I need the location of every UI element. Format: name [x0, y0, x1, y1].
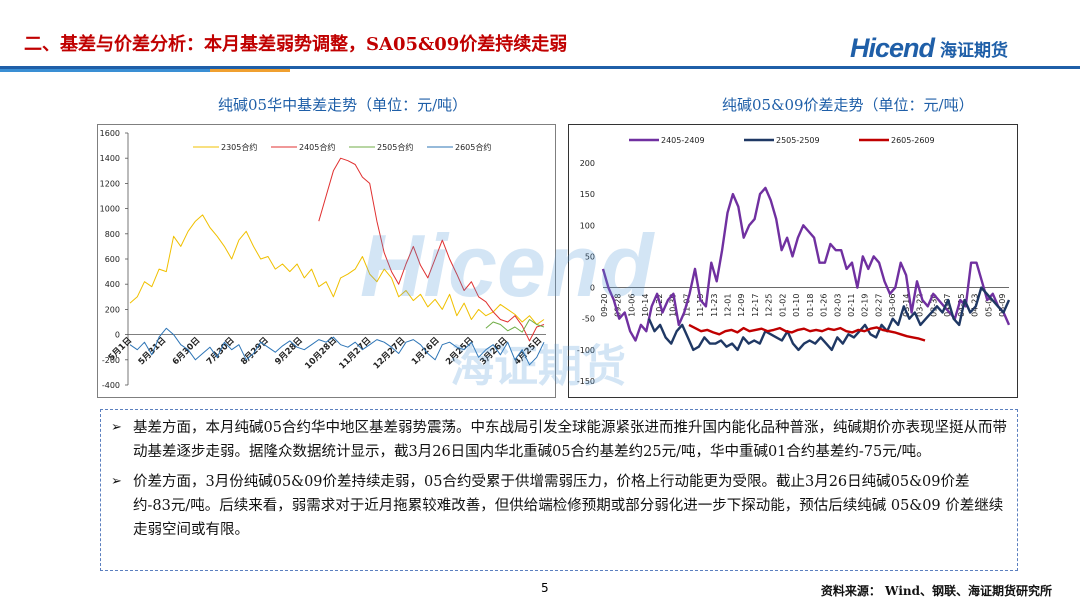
x-tick-label: 5月31日 [137, 336, 169, 368]
left-chart-frame: -400 -200 0 200 400 600 800 1000 1200 1400 1600 5月1… [97, 124, 556, 398]
y-tick-label: -400 [102, 381, 120, 390]
x-tick-label: 03-06 [888, 294, 897, 317]
watermark: Hicend [360, 216, 654, 315]
x-tick-label: 10月28日 [303, 336, 339, 372]
series-line [647, 286, 1011, 352]
legend-label: 2605-2609 [891, 136, 935, 145]
x-tick-label: 12-01 [724, 294, 733, 317]
legend-label: 2405合约 [299, 142, 335, 152]
header-rule-accent-orange [210, 69, 290, 72]
x-tick-label: 10-06 [627, 294, 636, 317]
watermark-cn: 海证期货 [450, 341, 626, 392]
legend-label: 2505-2509 [776, 136, 820, 145]
x-tick-label: 02-11 [847, 294, 856, 317]
y-tick-label: -200 [102, 356, 120, 365]
series-line [129, 327, 545, 366]
x-tick-label: 5月1日 [107, 336, 134, 363]
logo: Hicend 海证期货 [850, 24, 1008, 64]
page-title: 二、基差与价差分析：本月基差弱势调整，SA05&09价差持续走弱 [24, 34, 568, 55]
y-tick-label: 1600 [100, 129, 120, 138]
y-tick-label: 0 [590, 284, 595, 293]
x-tick-label: 01-02 [778, 294, 787, 317]
x-tick-label: 6月30日 [171, 336, 203, 368]
x-tick-label: 11-15 [696, 294, 705, 317]
right-chart-title: 纯碱05&09价差走势（单位：元/吨） [722, 96, 974, 114]
y-tick-label: 150 [580, 190, 595, 199]
basis-paragraph-text: 基差方面，本月纯碱05合约华中地区基差弱势震荡。中东战局引发全球能源紧张进而推升… [133, 420, 1007, 460]
x-tick-label: 11-23 [710, 294, 719, 317]
legend-label: 2405-2409 [661, 136, 705, 145]
x-tick-label: 03-22 [916, 294, 925, 317]
y-tick-label: 1200 [100, 179, 120, 188]
x-tick-label: 02-27 [874, 294, 883, 317]
x-tick-label: 01-10 [792, 294, 801, 317]
y-tick-label: 1400 [100, 154, 120, 163]
x-tick-label: 7月30日 [205, 336, 237, 368]
basis-paragraph: ➢ 基差方面，本月纯碱05合约华中地区基差弱势震荡。中东战局引发全球能源紧张进而… [111, 416, 1007, 464]
x-tick-label: 02-19 [861, 294, 870, 317]
y-tick-label: 100 [580, 221, 595, 230]
legend-label: 2505合约 [377, 142, 413, 152]
y-tick-label: -100 [577, 346, 595, 355]
spread-chart: -150 -100 -50 0 50 100 150 200 09-20 09-28 10-06 10… [577, 136, 1011, 386]
x-tick-label: 05-01 [984, 294, 993, 317]
spread-paragraph-text: 价差方面，3月份纯碱05&09价差持续走弱，05合约受累于供增需弱压力，价格上行… [133, 474, 1004, 538]
left-chart-title: 纯碱05华中基差走势（单位：元/吨） [218, 96, 468, 114]
x-tick-label: 03-14 [902, 294, 911, 317]
y-tick-label: 50 [585, 252, 595, 261]
analysis-text-box: ➢ 基差方面，本月纯碱05合约华中地区基差弱势震荡。中东战局引发全球能源紧张进而… [100, 409, 1018, 571]
x-tick-label: 12-09 [737, 294, 746, 317]
bullet-arrow-icon: ➢ [111, 420, 122, 435]
series-line [318, 157, 545, 342]
x-tick-label: 10-30 [669, 294, 678, 317]
y-tick-label: 200 [580, 159, 595, 168]
x-tick-label: 02-03 [833, 294, 842, 317]
x-tick-label: 01-18 [806, 294, 815, 317]
right-chart-frame: -150 -100 -50 0 50 100 150 200 09-20 09-28 10-06 10… [568, 124, 1018, 398]
x-tick-label: 12-25 [765, 294, 774, 317]
y-tick-label: 400 [105, 280, 120, 289]
spread-paragraph: ➢ 价差方面，3月份纯碱05&09价差持续走弱，05合约受累于供增需弱压力，价格… [111, 470, 1007, 542]
page-number: 5 [541, 581, 549, 595]
x-tick-label: 12月27日 [372, 336, 408, 372]
x-tick-label: 10-14 [641, 294, 650, 317]
header-rule-accent-blue [0, 69, 210, 72]
source-note: 资料来源： Wind、钢联、海证期货研究所 [820, 584, 1052, 598]
basis-chart: -400 -200 0 200 400 600 800 1000 1200 1400 1600 5月1… [100, 129, 546, 390]
series-line [601, 186, 1011, 342]
y-tick-label: -150 [577, 377, 595, 386]
y-tick-label: 200 [105, 305, 120, 314]
x-tick-label: 09-20 [600, 294, 609, 317]
x-tick-label: 03-30 [929, 294, 938, 317]
logo-text-cn: 海证期货 [940, 41, 1009, 61]
x-tick-label: 11月27日 [337, 336, 373, 372]
x-tick-label: 09-28 [614, 294, 623, 317]
x-tick-label: 04-15 [957, 294, 966, 317]
x-tick-label: 05-09 [998, 294, 1007, 317]
x-tick-label: 01-26 [820, 294, 829, 317]
header-rule [0, 66, 1080, 69]
y-tick-label: 1000 [100, 205, 120, 214]
x-tick-label: 12-17 [751, 294, 760, 317]
y-tick-label: -50 [582, 315, 595, 324]
x-tick-label: 9月28日 [273, 336, 305, 368]
y-tick-label: 800 [105, 230, 120, 239]
series-line [129, 214, 545, 325]
bullet-arrow-icon: ➢ [111, 474, 122, 489]
y-tick-label: 0 [115, 331, 120, 340]
x-tick-label: 04-07 [943, 294, 952, 317]
series-line [688, 323, 926, 342]
legend-label: 2305合约 [221, 142, 257, 152]
logo-text-en: Hicend [850, 33, 935, 63]
series-line [485, 319, 545, 333]
legend-label: 2605合约 [455, 142, 491, 152]
y-tick-label: 600 [105, 255, 120, 264]
